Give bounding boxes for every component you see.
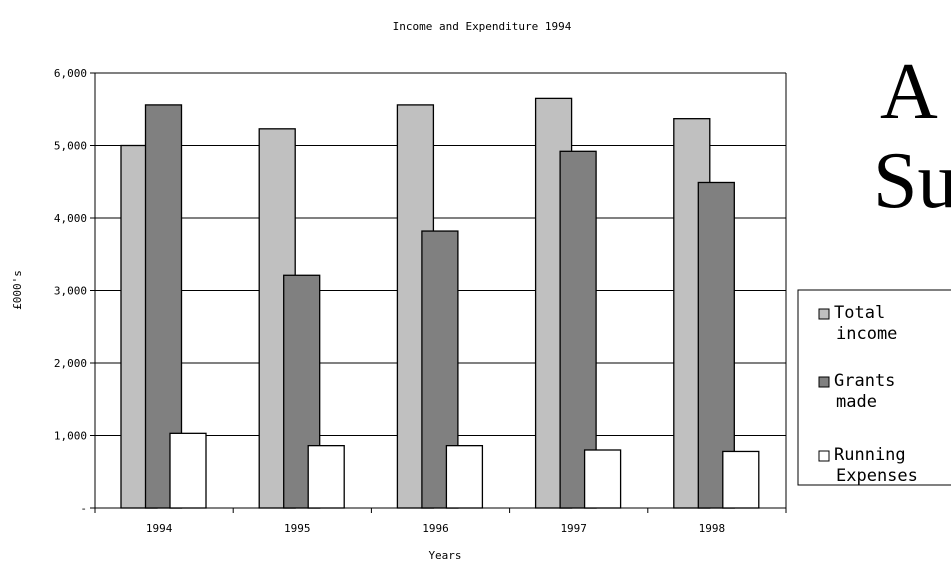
y-tick-label: 6,000: [54, 67, 87, 80]
legend-label-continued: made: [836, 392, 877, 412]
y-axis-label: £000's: [11, 270, 24, 310]
chart-title: Income and Expenditure 1994: [393, 20, 572, 33]
bar-running-expenses-1994: [169, 432, 207, 509]
y-tick-label: 3,000: [54, 285, 87, 298]
legend-label: Running: [834, 445, 906, 465]
bar-running-expenses-1997: [583, 449, 622, 509]
x-tick-label: 1996: [422, 522, 449, 535]
y-tick-labels: - 1,000 2,000 3,000 4,000 5,000 6,000: [54, 67, 87, 515]
legend-label: Grants: [834, 371, 895, 391]
legend-label-continued: Expenses: [836, 466, 918, 486]
y-tick-label: 2,000: [54, 357, 87, 370]
legend-label: Total: [834, 303, 885, 323]
side-heading-line-2: Su: [873, 137, 951, 225]
y-tick-label: 1,000: [54, 430, 87, 443]
legend-swatch: [818, 376, 830, 388]
legend-swatch: [818, 450, 830, 462]
bar-running-expenses-1995: [307, 444, 345, 509]
x-tick-label: 1995: [284, 522, 311, 535]
legend-label-continued: income: [836, 324, 897, 344]
x-axis-label: Years: [428, 549, 461, 562]
y-tick-label: -: [80, 502, 87, 515]
x-tick-label: 1998: [699, 522, 726, 535]
x-tick-label: 1997: [560, 522, 587, 535]
y-tick-label: 4,000: [54, 212, 87, 225]
x-tick-labels: 1994 1995 1996 1997 1998: [146, 522, 725, 535]
side-heading-line-1: A: [880, 48, 938, 136]
bar-grants-made-1997: [559, 150, 597, 509]
bars-group: [120, 97, 760, 509]
legend-swatch: [818, 308, 830, 320]
axes: [90, 72, 787, 513]
bar-running-expenses-1998: [722, 450, 760, 509]
bar-running-expenses-1996: [445, 444, 484, 509]
y-tick-label: 5,000: [54, 140, 87, 153]
x-tick-label: 1994: [146, 522, 173, 535]
